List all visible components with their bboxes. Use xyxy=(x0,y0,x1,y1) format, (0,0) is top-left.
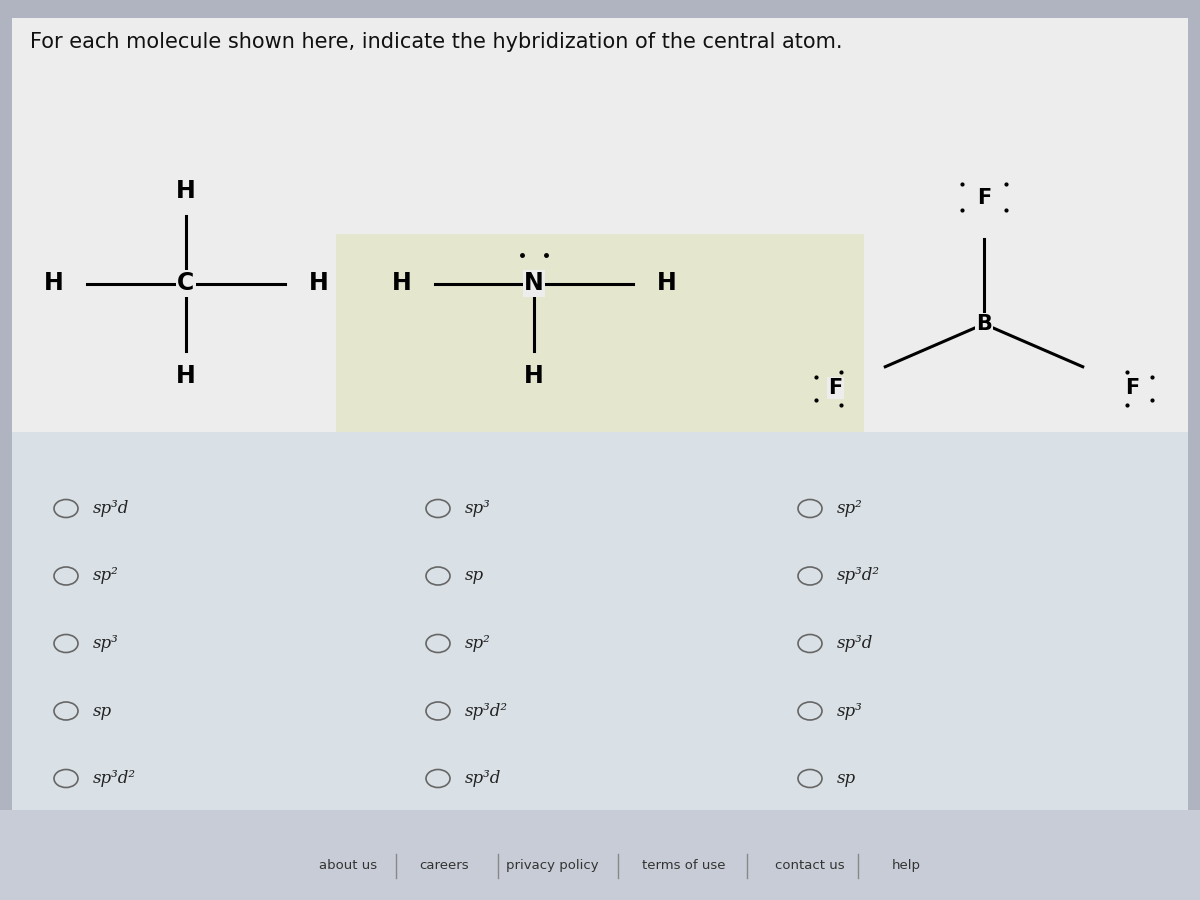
Text: sp²: sp² xyxy=(836,500,862,517)
Text: sp³d: sp³d xyxy=(92,500,128,517)
Text: privacy policy: privacy policy xyxy=(505,860,599,872)
Text: sp: sp xyxy=(464,568,484,584)
Text: sp³: sp³ xyxy=(836,703,862,719)
Text: C: C xyxy=(178,272,194,295)
Text: sp³: sp³ xyxy=(464,500,490,517)
Text: H: H xyxy=(43,272,64,295)
Text: terms of use: terms of use xyxy=(642,860,726,872)
Text: B: B xyxy=(976,314,992,334)
Text: H: H xyxy=(308,272,329,295)
Text: sp: sp xyxy=(92,703,112,719)
Text: sp³d²: sp³d² xyxy=(836,568,880,584)
Text: For each molecule shown here, indicate the hybridization of the central atom.: For each molecule shown here, indicate t… xyxy=(30,32,842,51)
Text: H: H xyxy=(524,364,544,388)
Text: sp³d²: sp³d² xyxy=(92,770,136,787)
FancyBboxPatch shape xyxy=(0,810,1200,900)
Text: H: H xyxy=(656,272,677,295)
Text: sp³d²: sp³d² xyxy=(464,703,508,719)
Text: F: F xyxy=(828,378,842,399)
Text: sp³d: sp³d xyxy=(836,635,872,652)
Text: H: H xyxy=(391,272,412,295)
Text: sp²: sp² xyxy=(92,568,118,584)
Text: H: H xyxy=(176,364,196,388)
Text: about us: about us xyxy=(319,860,377,872)
Text: sp³d: sp³d xyxy=(464,770,500,787)
Text: help: help xyxy=(892,860,920,872)
FancyBboxPatch shape xyxy=(12,18,1188,810)
Text: sp²: sp² xyxy=(464,635,490,652)
Text: F: F xyxy=(977,188,991,208)
Text: sp: sp xyxy=(836,770,856,787)
Text: H: H xyxy=(176,179,196,203)
FancyBboxPatch shape xyxy=(12,432,1188,810)
FancyBboxPatch shape xyxy=(336,234,864,432)
Text: N: N xyxy=(524,272,544,295)
Text: F: F xyxy=(1126,378,1140,399)
Text: careers: careers xyxy=(419,860,469,872)
Text: contact us: contact us xyxy=(775,860,845,872)
Text: sp³: sp³ xyxy=(92,635,118,652)
